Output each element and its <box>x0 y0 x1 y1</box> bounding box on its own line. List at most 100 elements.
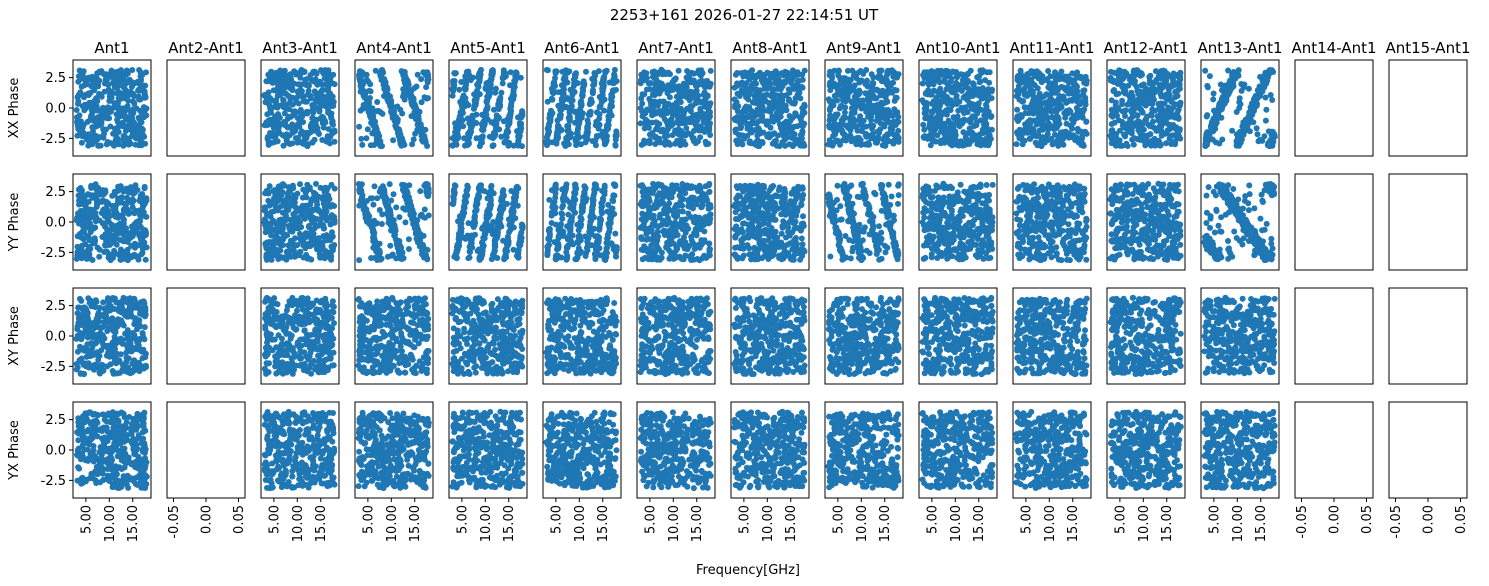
data-point <box>324 316 331 323</box>
data-point <box>462 85 469 92</box>
data-point <box>282 467 289 474</box>
data-point <box>269 104 276 111</box>
data-point <box>94 433 101 440</box>
data-point <box>120 322 127 329</box>
data-point <box>113 466 120 473</box>
data-point <box>395 305 402 312</box>
data-point <box>412 461 419 468</box>
data-point <box>102 322 109 329</box>
data-point <box>397 132 404 139</box>
data-point <box>390 191 397 198</box>
data-point <box>109 484 116 491</box>
data-point <box>116 111 122 117</box>
data-point <box>313 243 320 249</box>
data-point <box>122 70 129 77</box>
data-point <box>398 323 405 330</box>
data-point <box>374 347 381 354</box>
data-point <box>398 447 405 454</box>
data-point <box>104 328 111 334</box>
data-point <box>92 78 99 85</box>
data-point <box>93 319 100 326</box>
data-point <box>393 430 400 436</box>
data-point <box>304 143 311 150</box>
data-point <box>304 368 311 375</box>
data-point <box>270 306 276 313</box>
data-point <box>304 110 311 117</box>
data-point <box>397 475 404 482</box>
subplot-Ant4-Ant1-XY-Phase <box>354 287 434 385</box>
data-point <box>88 349 95 356</box>
data-point <box>126 138 133 145</box>
data-point <box>105 307 112 314</box>
data-point <box>137 78 144 85</box>
data-point <box>425 348 432 354</box>
data-point <box>297 336 304 343</box>
data-point <box>262 413 269 420</box>
data-point <box>404 189 411 196</box>
data-point <box>381 470 388 477</box>
data-point <box>310 230 317 237</box>
data-point <box>271 336 278 343</box>
subplot-Ant1-XY-Phase: 2.50.0-2.5XY Phase <box>7 287 152 385</box>
data-point <box>405 82 411 89</box>
data-point <box>375 475 382 482</box>
data-point <box>379 110 386 117</box>
data-point <box>281 418 288 425</box>
data-point <box>310 331 317 338</box>
data-point <box>115 88 122 95</box>
data-point <box>378 448 385 455</box>
subplot-Ant3-Ant1-XY-Phase <box>260 287 340 385</box>
data-point <box>119 366 126 373</box>
data-point <box>85 198 92 205</box>
data-point <box>106 238 113 245</box>
data-point <box>136 134 143 141</box>
data-point <box>93 74 100 81</box>
data-point <box>117 430 124 437</box>
data-point <box>413 425 420 432</box>
data-point <box>406 90 413 97</box>
data-point <box>282 75 288 82</box>
data-point <box>268 69 274 75</box>
data-point <box>140 435 147 442</box>
data-point <box>519 108 526 115</box>
data-point <box>380 307 387 314</box>
data-point <box>380 193 387 200</box>
data-point <box>136 142 143 149</box>
data-point <box>325 84 332 91</box>
data-point <box>98 110 105 117</box>
data-point <box>323 208 330 215</box>
data-point <box>416 475 422 482</box>
data-point <box>415 113 422 120</box>
data-point <box>325 446 332 453</box>
data-point <box>117 183 124 190</box>
data-point <box>131 210 138 217</box>
data-point <box>328 115 335 122</box>
data-point <box>320 332 327 339</box>
data-point <box>129 460 136 467</box>
data-point <box>371 183 378 190</box>
data-point <box>267 412 274 419</box>
data-point <box>275 429 282 436</box>
data-point <box>402 310 409 317</box>
data-point <box>450 86 457 93</box>
data-point <box>369 113 375 120</box>
data-point <box>122 202 129 209</box>
data-point <box>268 198 275 205</box>
y-axis-label: XY Phase <box>7 306 22 366</box>
data-point <box>279 359 286 366</box>
data-point <box>358 462 365 469</box>
y-tick-label: 0.0 <box>45 444 66 459</box>
data-point <box>83 254 90 261</box>
data-point <box>279 335 285 342</box>
data-point <box>424 440 431 447</box>
data-point <box>276 443 283 450</box>
data-point <box>405 462 412 469</box>
data-point <box>101 130 107 137</box>
data-point <box>85 90 92 97</box>
data-point <box>79 453 86 460</box>
data-point <box>136 242 143 249</box>
data-point <box>122 312 129 319</box>
x-tick-label: 15.00 <box>126 505 141 542</box>
x-tick-label: 5.00 <box>79 505 94 534</box>
